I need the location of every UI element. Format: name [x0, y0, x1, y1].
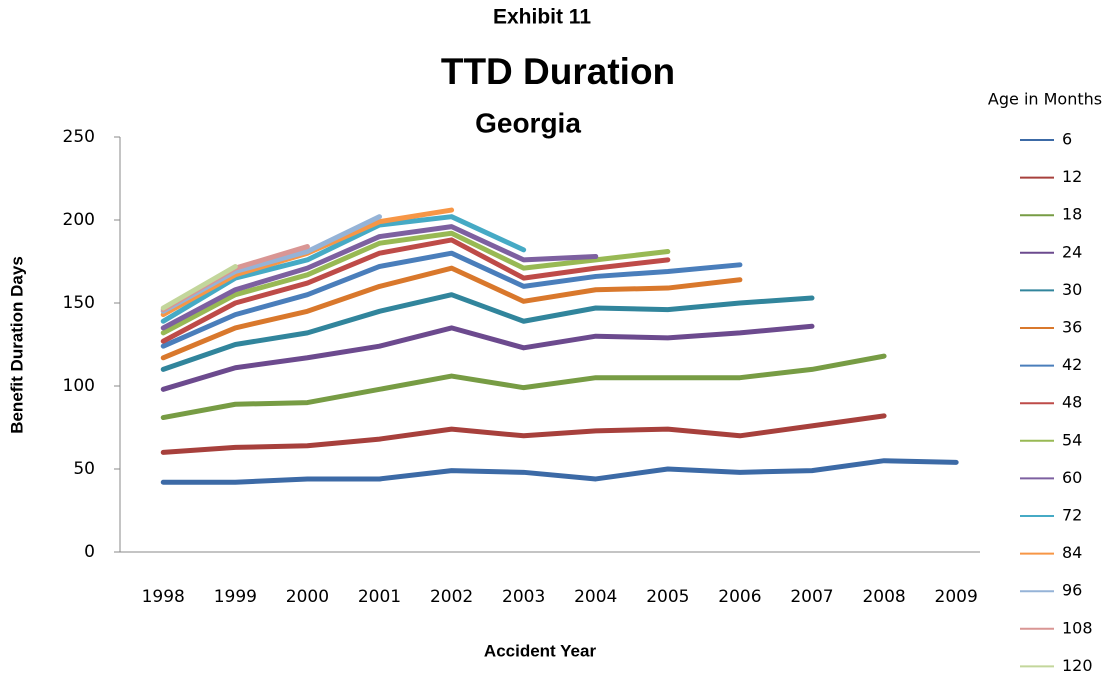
legend-title: Age in Months — [988, 90, 1102, 109]
legend-label: 18 — [1062, 205, 1082, 224]
legend-label: 120 — [1062, 656, 1093, 675]
x-tick-label: 2003 — [502, 587, 545, 607]
legend-label: 96 — [1062, 581, 1082, 600]
series-line — [160, 323, 815, 392]
x-tick-label: 2008 — [862, 587, 905, 607]
legend-label: 12 — [1062, 167, 1082, 186]
series-line — [160, 458, 959, 485]
x-tick-label: 2009 — [935, 587, 978, 607]
chart-subtitle: Georgia — [475, 107, 581, 138]
x-tick-label: 2007 — [790, 587, 833, 607]
x-axis-label: Accident Year — [484, 641, 597, 660]
legend-label: 84 — [1062, 543, 1082, 562]
x-tick-label: 2004 — [574, 587, 617, 607]
y-tick-label: 150 — [63, 293, 95, 313]
x-tick-label: 1998 — [142, 587, 185, 607]
legend-label: 24 — [1062, 242, 1082, 261]
legend-label: 48 — [1062, 393, 1082, 412]
legend-label: 72 — [1062, 506, 1082, 525]
series-line — [160, 292, 815, 372]
x-tick-label: 2002 — [430, 587, 473, 607]
series-line — [160, 265, 743, 361]
x-tick-label: 1999 — [214, 587, 257, 607]
y-tick-label: 50 — [73, 459, 95, 479]
chart-title: TTD Duration — [441, 51, 675, 92]
legend-label: 108 — [1062, 618, 1093, 637]
series-line — [160, 237, 671, 344]
legend-label: 54 — [1062, 430, 1082, 449]
legend-label: 42 — [1062, 355, 1082, 374]
y-tick-label: 100 — [63, 376, 95, 396]
series-line — [160, 353, 887, 421]
legend-label: 6 — [1062, 130, 1072, 149]
legend-label: 60 — [1062, 468, 1082, 487]
series-line — [160, 224, 599, 331]
series-line — [160, 250, 743, 349]
y-tick-label: 250 — [63, 127, 95, 147]
legend-label: 36 — [1062, 318, 1082, 337]
series-line — [160, 263, 238, 311]
x-tick-label: 2005 — [646, 587, 689, 607]
series-line — [160, 413, 887, 455]
supertitle: Exhibit 11 — [493, 6, 591, 29]
x-tick-label: 2006 — [718, 587, 761, 607]
y-axis-label: Benefit Duration Days — [7, 256, 26, 434]
y-tick-label: 200 — [63, 210, 95, 230]
x-tick-label: 2001 — [358, 587, 401, 607]
series-line — [160, 230, 671, 336]
x-tick-label: 2000 — [286, 587, 329, 607]
y-tick-label: 0 — [84, 542, 95, 562]
series-line — [160, 214, 527, 324]
legend-label: 30 — [1062, 280, 1082, 299]
